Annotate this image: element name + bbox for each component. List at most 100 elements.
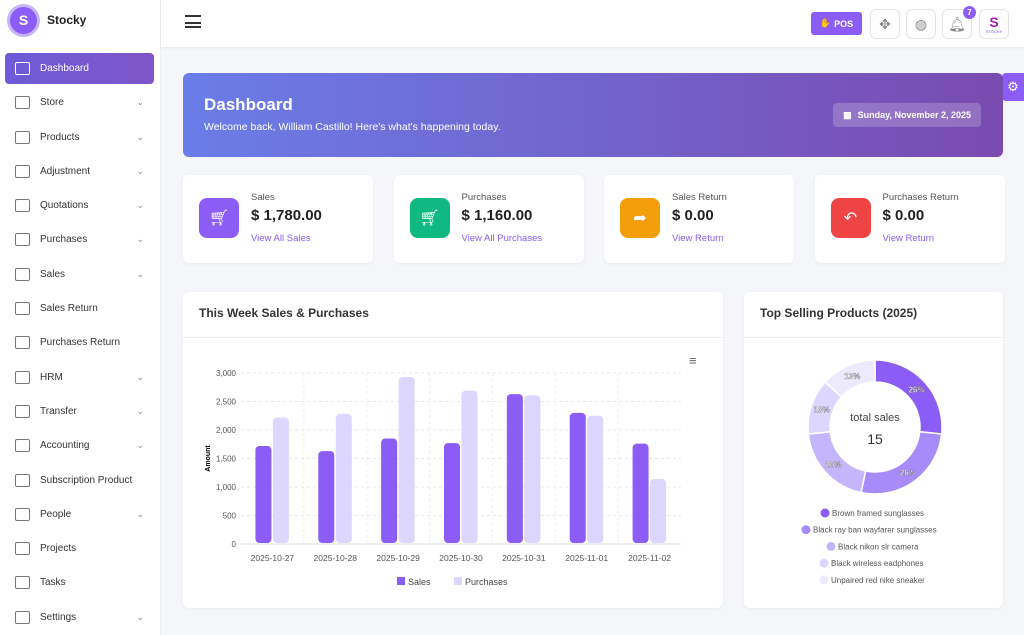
pos-button[interactable]: ✋ POS xyxy=(811,12,862,35)
legend-label[interactable]: Unpaired red nike sneaker xyxy=(831,576,925,585)
legend-label[interactable]: Purchases xyxy=(465,577,508,587)
sidebar-item-quotations[interactable]: Quotations ⌄ xyxy=(5,190,154,221)
globe-icon[interactable]: ◍ xyxy=(906,9,936,39)
bell-icon[interactable]: 🔔︎ 7 xyxy=(942,6,976,39)
people-icon xyxy=(15,507,30,521)
chevron-down-icon: ⌄ xyxy=(136,234,144,245)
chevron-down-icon: ⌄ xyxy=(136,508,144,519)
y-tick-label: 2,500 xyxy=(216,398,237,407)
stat-link[interactable]: View All Purchases xyxy=(461,233,543,244)
bar-sales-2025-11-01[interactable] xyxy=(569,412,586,543)
bar-purchases-2025-10-30[interactable] xyxy=(461,390,478,543)
bar-sales-2025-10-27[interactable] xyxy=(255,445,272,543)
stat-label: Purchases xyxy=(461,192,507,203)
date-text: Sunday, November 2, 2025 xyxy=(857,110,971,120)
reply-icon: ↶ xyxy=(830,198,871,238)
stat-card-sales-return: ➦ Sales Return $ 0.00 View Return xyxy=(604,175,794,263)
page-title: Dashboard xyxy=(204,95,293,114)
sidebar-item-hrm[interactable]: HRM ⌄ xyxy=(5,362,154,393)
sidebar-item-settings[interactable]: Settings ⌄ xyxy=(5,602,154,633)
stat-value: $ 0.00 xyxy=(882,207,925,224)
sidebar-item-label: Store xyxy=(40,97,64,109)
sidebar-item-sales-return[interactable]: Sales Return xyxy=(5,293,154,324)
sidebar-item-sales[interactable]: Sales ⌄ xyxy=(5,259,154,290)
weekly-chart-card: This Week Sales & Purchases ≡ 0 500 1,000 1,… xyxy=(183,292,723,608)
bar-purchases-2025-10-27[interactable] xyxy=(272,417,289,543)
projects-icon xyxy=(15,542,30,556)
subscription-icon xyxy=(15,473,30,487)
building-icon xyxy=(15,370,30,384)
adjustment-icon xyxy=(15,164,30,178)
avatar-text: STOCKY xyxy=(985,28,1003,34)
receipt-icon xyxy=(15,233,30,247)
y-axis-label: Amount xyxy=(205,445,212,472)
pos-label: POS xyxy=(834,18,854,29)
avatar[interactable]: S STOCKY xyxy=(979,9,1009,39)
product-icon xyxy=(15,130,30,144)
sidebar-item-accounting[interactable]: Accounting ⌄ xyxy=(5,430,154,461)
sidebar-item-label: Dashboard xyxy=(40,63,89,74)
sidebar-item-label: People xyxy=(40,508,72,520)
notification-badge: 7 xyxy=(963,6,976,19)
menu-toggle-icon[interactable] xyxy=(185,15,201,28)
bar-purchases-2025-11-02[interactable] xyxy=(650,479,667,543)
bar-purchases-2025-10-29[interactable] xyxy=(398,376,415,543)
sidebar-item-purchases-return[interactable]: Purchases Return xyxy=(5,327,154,358)
stat-link[interactable]: View All Sales xyxy=(251,233,311,244)
fullscreen-icon[interactable]: ✥ xyxy=(870,9,900,39)
welcome-banner: Dashboard Welcome back, William Castillo… xyxy=(183,73,1003,157)
bar-chart: ≡ 0 500 1,000 1,500 2,000 2,500 3,000 Amount 2025… xyxy=(205,353,697,587)
sidebar-item-transfer[interactable]: Transfer ⌄ xyxy=(5,396,154,427)
sidebar-item-label: HRM xyxy=(40,371,63,383)
bar-sales-2025-11-02[interactable] xyxy=(632,443,649,543)
legend-label[interactable]: Black nikon slr camera xyxy=(838,542,919,551)
topbar: ✋ POS ✥ ◍ 🔔︎ 7 S STOCKY xyxy=(161,0,1024,47)
slice-4[interactable] xyxy=(824,359,876,398)
chart-icon xyxy=(15,62,30,75)
y-tick-label: 1,000 xyxy=(216,483,237,492)
legend-label[interactable]: Black ray ban wayfarer sunglasses xyxy=(813,526,937,535)
bar-sales-2025-10-28[interactable] xyxy=(318,451,335,543)
stat-link[interactable]: View Return xyxy=(672,233,724,244)
stat-label: Purchases Return xyxy=(882,192,959,203)
cart-icon: 🛒︎ xyxy=(199,198,239,238)
settings-gear-icon[interactable]: ⚙ xyxy=(1002,73,1024,101)
brand[interactable]: S Stocky xyxy=(0,0,160,40)
sidebar-item-projects[interactable]: Projects xyxy=(5,533,154,564)
stat-link[interactable]: View Return xyxy=(882,233,935,244)
arrow-left-icon xyxy=(15,336,30,350)
center-value: 15 xyxy=(867,431,883,447)
sidebar-item-adjustment[interactable]: Adjustment ⌄ xyxy=(5,156,154,187)
cart-icon xyxy=(15,267,30,281)
sidebar-item-people[interactable]: People ⌄ xyxy=(5,499,154,530)
bar-sales-2025-10-31[interactable] xyxy=(506,394,523,543)
chevron-down-icon: ⌄ xyxy=(136,97,144,108)
bar-purchases-2025-11-01[interactable] xyxy=(587,415,604,543)
legend-marker xyxy=(801,525,811,535)
sidebar-item-purchases[interactable]: Purchases ⌄ xyxy=(5,224,154,255)
chevron-down-icon: ⌄ xyxy=(136,611,144,622)
sidebar-item-tasks[interactable]: Tasks xyxy=(5,567,154,598)
slice-label: 26% xyxy=(909,386,925,395)
legend-label[interactable]: Black wireless eadphones xyxy=(831,559,924,568)
sidebar-item-subscription-product[interactable]: Subscription Product xyxy=(5,465,154,496)
sidebar-item-label: Settings xyxy=(40,611,77,623)
slice-label: 20% xyxy=(825,460,841,469)
chart-menu-icon[interactable]: ≡ xyxy=(689,353,697,368)
chevron-down-icon: ⌄ xyxy=(136,405,144,416)
sidebar-item-dashboard[interactable]: Dashboard xyxy=(5,53,154,84)
x-tick-label: 2025-10-31 xyxy=(502,553,546,563)
transfer-icon xyxy=(15,404,30,418)
stat-label: Sales Return xyxy=(672,192,727,203)
sidebar-item-store[interactable]: Store ⌄ xyxy=(5,87,154,118)
bar-sales-2025-10-30[interactable] xyxy=(444,443,460,543)
sidebar-item-products[interactable]: Products ⌄ xyxy=(5,122,154,153)
sidebar-item-label: Sales xyxy=(40,268,66,280)
legend-label[interactable]: Brown framed sunglasses xyxy=(832,509,924,518)
legend-label[interactable]: Sales xyxy=(408,577,431,587)
bar-sales-2025-10-29[interactable] xyxy=(381,438,398,543)
bar-purchases-2025-10-28[interactable] xyxy=(335,414,352,543)
y-tick-label: 500 xyxy=(223,512,237,521)
bar-purchases-2025-10-31[interactable] xyxy=(524,395,541,543)
sidebar-item-label: Purchases Return xyxy=(40,337,121,349)
